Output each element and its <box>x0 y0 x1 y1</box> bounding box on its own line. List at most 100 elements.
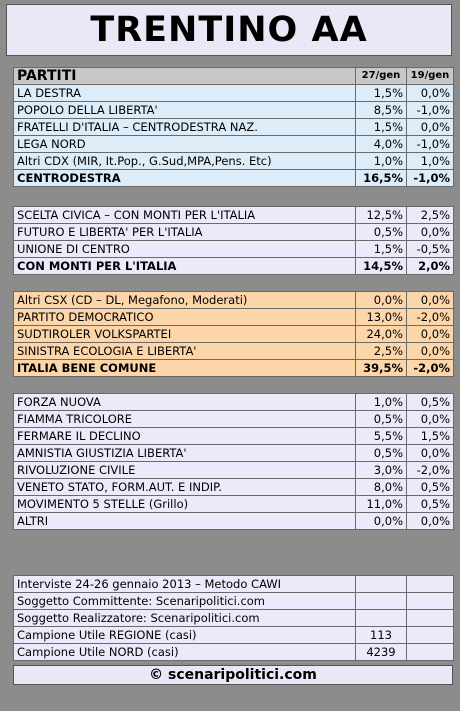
group3-body: Altri CSX (CD – DL, Megafono, Moderati) 0… <box>13 291 454 377</box>
change-value: 0,5% <box>406 478 454 496</box>
change-value: 2,0% <box>406 257 454 275</box>
change-value: -0,5% <box>406 240 454 258</box>
change-value: 0,0% <box>406 84 454 102</box>
party-row: VENETO STATO, FORM.AUT. E INDIP. 8,0% 0,5% <box>13 478 454 496</box>
party-name: PARTITO DEMOCRATICO <box>13 308 356 326</box>
party-name: LEGA NORD <box>13 135 356 153</box>
group1-body: LA DESTRA 1,5% 0,0% POPOLO DELLA LIBERTA' 8,… <box>13 84 454 187</box>
info-label: Interviste 24-26 gennaio 2013 – Metodo C… <box>13 575 356 593</box>
header-row: PARTITI 27/gen 19/gen <box>13 67 454 85</box>
party-name: SINISTRA ECOLOGIA E LIBERTA' <box>13 342 356 360</box>
info-body: Interviste 24-26 gennaio 2013 – Metodo C… <box>13 575 454 661</box>
party-row: Altri CDX (MIR, It.Pop., G.Sud,MPA,Pens.… <box>13 152 454 170</box>
info-extra <box>406 643 454 661</box>
vote-share: 2,5% <box>355 342 407 360</box>
party-row: SINISTRA ECOLOGIA E LIBERTA' 2,5% 0,0% <box>13 342 454 360</box>
change-value: -1,0% <box>406 169 454 187</box>
change-value: -2,0% <box>406 461 454 479</box>
vote-share: 24,0% <box>355 325 407 343</box>
party-name: Altri CSX (CD – DL, Megafono, Moderati) <box>13 291 356 309</box>
change-value: -2,0% <box>406 359 454 377</box>
vote-share: 0,0% <box>355 512 407 530</box>
change-value: 0,0% <box>406 444 454 462</box>
party-row: FRATELLI D'ITALIA – CENTRODESTRA NAZ. 1,5… <box>13 118 454 136</box>
party-row: POPOLO DELLA LIBERTA' 8,5% -1,0% <box>13 101 454 119</box>
party-row: UNIONE DI CENTRO 1,5% -0,5% <box>13 240 454 258</box>
party-row: SUDTIROLER VOLKSPARTEI 24,0% 0,0% <box>13 325 454 343</box>
vote-share: 11,0% <box>355 495 407 513</box>
copyright-footer: © scenaripolitici.com <box>13 665 453 685</box>
party-name: FUTURO E LIBERTA' PER L'ITALIA <box>13 223 356 241</box>
info-value <box>355 592 407 610</box>
party-name: FORZA NUOVA <box>13 393 356 411</box>
change-value: 1,0% <box>406 152 454 170</box>
vote-share: 1,5% <box>355 84 407 102</box>
info-extra <box>406 575 454 593</box>
change-value: 0,0% <box>406 410 454 428</box>
party-row: SCELTA CIVICA – CON MONTI PER L'ITALIA 12… <box>13 206 454 224</box>
info-row: Campione Utile REGIONE (casi) 113 <box>13 626 454 644</box>
party-name: FIAMMA TRICOLORE <box>13 410 356 428</box>
header-party: PARTITI <box>13 67 356 85</box>
info-label: Soggetto Realizzatore: Scenaripolitici.c… <box>13 609 356 627</box>
party-name: RIVOLUZIONE CIVILE <box>13 461 356 479</box>
page-title: TRENTINO AA <box>90 10 368 50</box>
header-date-current: 27/gen <box>355 67 407 85</box>
vote-share: 13,0% <box>355 308 407 326</box>
party-name: ITALIA BENE COMUNE <box>13 359 356 377</box>
vote-share: 8,5% <box>355 101 407 119</box>
change-value: 0,0% <box>406 118 454 136</box>
party-row: LA DESTRA 1,5% 0,0% <box>13 84 454 102</box>
party-name: POPOLO DELLA LIBERTA' <box>13 101 356 119</box>
info-row: Interviste 24-26 gennaio 2013 – Metodo C… <box>13 575 454 593</box>
centrodestra-table: PARTITI 27/gen 19/gen LA DESTRA 1,5% 0,0% P… <box>13 67 454 187</box>
party-name: ALTRI <box>13 512 356 530</box>
change-value: -1,0% <box>406 135 454 153</box>
party-row: FIAMMA TRICOLORE 0,5% 0,0% <box>13 410 454 428</box>
vote-share: 14,5% <box>355 257 407 275</box>
party-name: LA DESTRA <box>13 84 356 102</box>
vote-share: 1,0% <box>355 152 407 170</box>
info-label: Campione Utile REGIONE (casi) <box>13 626 356 644</box>
change-value: 0,5% <box>406 495 454 513</box>
party-name: Altri CDX (MIR, It.Pop., G.Sud,MPA,Pens.… <box>13 152 356 170</box>
vote-share: 39,5% <box>355 359 407 377</box>
header-date-previous: 19/gen <box>406 67 454 85</box>
vote-share: 0,5% <box>355 223 407 241</box>
change-value: 0,0% <box>406 325 454 343</box>
vote-share: 0,0% <box>355 291 407 309</box>
change-value: -1,0% <box>406 101 454 119</box>
vote-share: 8,0% <box>355 478 407 496</box>
total-row: CENTRODESTRA 16,5% -1,0% <box>13 169 454 187</box>
vote-share: 3,0% <box>355 461 407 479</box>
change-value: 1,5% <box>406 427 454 445</box>
info-extra <box>406 626 454 644</box>
party-name: AMNISTIA GIUSTIZIA LIBERTA' <box>13 444 356 462</box>
party-row: FUTURO E LIBERTA' PER L'ITALIA 0,5% 0,0% <box>13 223 454 241</box>
vote-share: 16,5% <box>355 169 407 187</box>
info-row: Soggetto Realizzatore: Scenaripolitici.c… <box>13 609 454 627</box>
italia-bene-comune-table: Altri CSX (CD – DL, Megafono, Moderati) 0… <box>13 291 454 377</box>
vote-share: 1,5% <box>355 240 407 258</box>
party-name: UNIONE DI CENTRO <box>13 240 356 258</box>
info-label: Soggetto Committente: Scenaripolitici.co… <box>13 592 356 610</box>
change-value: 2,5% <box>406 206 454 224</box>
change-value: 0,0% <box>406 291 454 309</box>
change-value: -2,0% <box>406 308 454 326</box>
group4-body: FORZA NUOVA 1,0% 0,5% FIAMMA TRICOLORE 0,5% 0… <box>13 393 454 530</box>
party-name: CON MONTI PER L'ITALIA <box>13 257 356 275</box>
info-extra <box>406 609 454 627</box>
party-row: RIVOLUZIONE CIVILE 3,0% -2,0% <box>13 461 454 479</box>
vote-share: 0,5% <box>355 444 407 462</box>
party-row: PARTITO DEMOCRATICO 13,0% -2,0% <box>13 308 454 326</box>
party-name: FERMARE IL DECLINO <box>13 427 356 445</box>
vote-share: 5,5% <box>355 427 407 445</box>
change-value: 0,0% <box>406 342 454 360</box>
party-name: SUDTIROLER VOLKSPARTEI <box>13 325 356 343</box>
group2-body: SCELTA CIVICA – CON MONTI PER L'ITALIA 12… <box>13 206 454 275</box>
party-name: SCELTA CIVICA – CON MONTI PER L'ITALIA <box>13 206 356 224</box>
party-row: FORZA NUOVA 1,0% 0,5% <box>13 393 454 411</box>
info-value: 4239 <box>355 643 407 661</box>
total-row: CON MONTI PER L'ITALIA 14,5% 2,0% <box>13 257 454 275</box>
